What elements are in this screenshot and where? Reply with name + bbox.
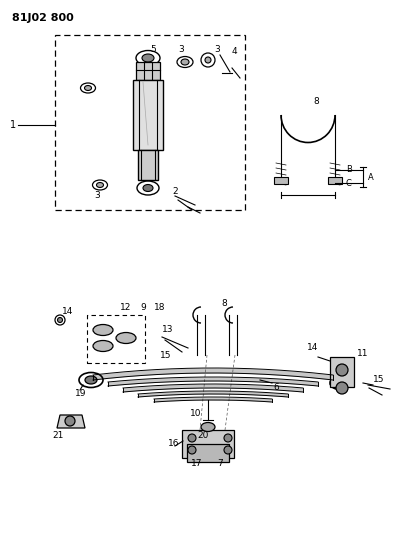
Text: 3: 3 (214, 44, 220, 53)
Text: 3: 3 (94, 191, 100, 200)
Polygon shape (57, 415, 85, 428)
Bar (138, 150, 158, 180)
Text: 13: 13 (162, 326, 173, 335)
Bar (55, 35, 245, 210)
Text: 2: 2 (172, 188, 177, 197)
Text: 18: 18 (154, 303, 166, 312)
Ellipse shape (93, 325, 113, 335)
Bar (133, 80, 163, 150)
Text: B: B (346, 166, 352, 174)
Text: 6: 6 (273, 383, 279, 392)
Bar (274, 177, 288, 184)
Circle shape (205, 57, 211, 63)
Ellipse shape (201, 423, 215, 432)
Text: 11: 11 (357, 349, 368, 358)
Circle shape (188, 446, 196, 454)
Text: 8: 8 (313, 96, 319, 106)
Bar (187, 444, 229, 462)
Ellipse shape (93, 341, 113, 351)
Text: 15: 15 (373, 376, 385, 384)
Text: 16: 16 (168, 439, 179, 448)
Text: 8: 8 (221, 298, 227, 308)
Ellipse shape (181, 59, 189, 65)
Text: A: A (368, 173, 374, 182)
Circle shape (224, 446, 232, 454)
Circle shape (336, 382, 348, 394)
Text: 20: 20 (197, 432, 208, 440)
Bar (330, 357, 354, 387)
Circle shape (336, 364, 348, 376)
Ellipse shape (142, 54, 154, 62)
Bar (87, 315, 145, 363)
Ellipse shape (96, 182, 103, 188)
Text: 7: 7 (217, 459, 223, 469)
Text: 10: 10 (190, 408, 201, 417)
Text: 12: 12 (120, 303, 131, 312)
Text: 81J02 800: 81J02 800 (12, 13, 74, 23)
Text: C: C (346, 179, 352, 188)
Circle shape (57, 318, 63, 322)
Bar (328, 177, 342, 184)
Text: 4: 4 (232, 47, 238, 56)
Ellipse shape (85, 85, 92, 91)
Ellipse shape (116, 333, 136, 343)
Bar (136, 62, 160, 80)
Text: 1: 1 (10, 120, 16, 130)
Text: 3: 3 (178, 44, 184, 53)
Circle shape (65, 416, 75, 426)
Circle shape (224, 434, 232, 442)
Circle shape (188, 434, 196, 442)
Bar (182, 430, 234, 458)
Text: 9: 9 (140, 303, 146, 312)
Text: 17: 17 (191, 459, 203, 469)
Text: 15: 15 (160, 351, 171, 360)
Ellipse shape (335, 380, 345, 386)
Text: 14: 14 (307, 343, 318, 351)
Text: 14: 14 (62, 308, 73, 317)
Text: 19: 19 (75, 389, 87, 398)
Text: 5: 5 (150, 45, 156, 54)
Text: 21: 21 (52, 431, 63, 440)
Ellipse shape (85, 376, 97, 384)
Ellipse shape (143, 184, 153, 191)
